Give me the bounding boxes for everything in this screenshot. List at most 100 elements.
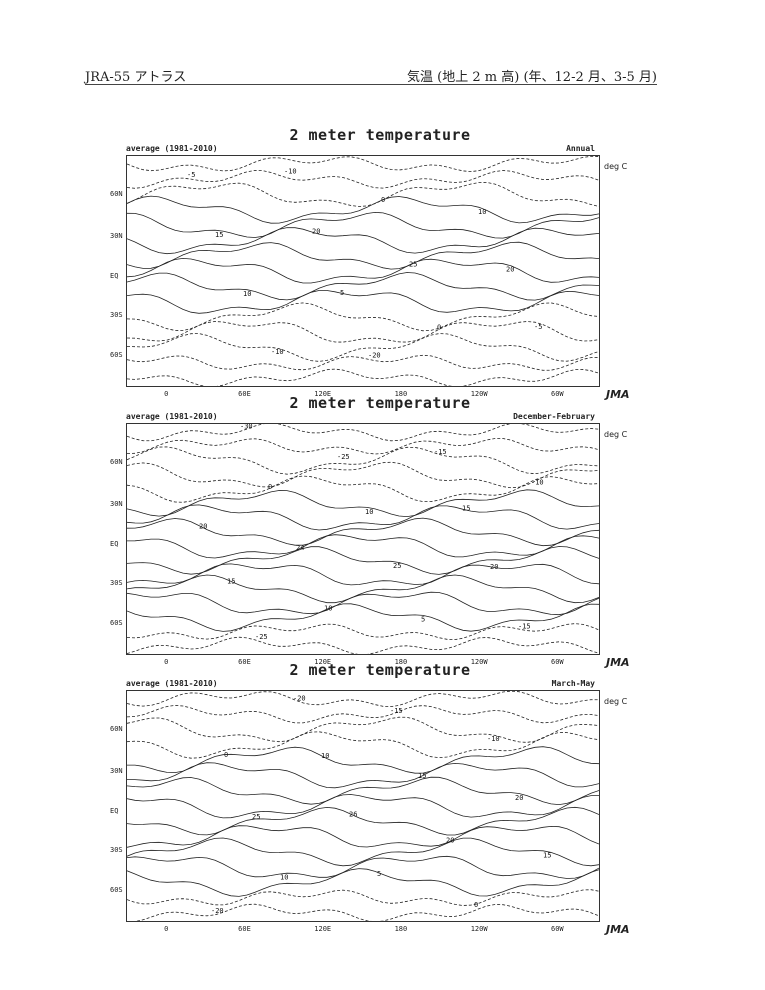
- lon-tick-label: 0: [164, 925, 169, 933]
- contour-line: [127, 534, 599, 559]
- lat-tick-label: 30N: [110, 767, 123, 776]
- contour-map: -20 -15 -10 0 10 15 20 25 26 20 15 10 5 0 -20: [126, 690, 600, 922]
- lon-tick-label: 60W: [551, 390, 564, 398]
- lon-tick-label: 120E: [314, 658, 332, 666]
- contour-label: 15: [543, 852, 551, 860]
- contour-line: [127, 794, 599, 819]
- contour-line: [127, 603, 599, 632]
- contour-label: -15: [390, 707, 403, 715]
- map-panel: 2 meter temperature average (1981-2010) …: [110, 661, 650, 936]
- lon-tick-label: 120E: [314, 925, 332, 933]
- contour-line: [127, 227, 599, 255]
- header-left: JRA-55 アトラス: [85, 70, 187, 85]
- contour-label: 20: [199, 523, 207, 531]
- jma-logo: JMA: [606, 923, 630, 936]
- contour-line: [127, 762, 599, 789]
- contour-line: [127, 776, 599, 806]
- contour-line: [127, 489, 599, 518]
- contour-label: 5: [421, 616, 425, 624]
- contour-label: 10: [321, 752, 329, 760]
- contour-label: 20: [515, 794, 523, 802]
- contour-line: [127, 546, 599, 575]
- contour-label: 0: [474, 901, 478, 909]
- contour-line: [127, 302, 599, 332]
- contour-line: [127, 623, 599, 641]
- contour-label: -10: [487, 735, 500, 743]
- contour-line: [127, 825, 599, 848]
- contour-line: [127, 446, 599, 475]
- contour-line: [127, 333, 599, 362]
- lat-tick-label: EQ: [110, 539, 119, 548]
- contour-label: 10: [365, 508, 373, 516]
- contour-label: 25: [393, 562, 401, 570]
- contour-label: 5: [377, 870, 381, 878]
- lon-tick-label: 120E: [314, 390, 332, 398]
- lon-tick-label: 120W: [470, 390, 488, 398]
- contour-label: -10: [284, 168, 297, 176]
- lat-tick-label: 30S: [110, 579, 123, 588]
- contour-label: 0: [437, 323, 441, 331]
- contour-map: -5 -10 0 10 15 20 25 20 10 5 0 -5 -10 -20 -40: [126, 155, 600, 387]
- contour-label: -15: [434, 448, 447, 456]
- contour-line: [127, 156, 599, 173]
- lat-tick-label: 60S: [110, 618, 123, 627]
- contour-label: 20: [506, 265, 514, 273]
- contour-label: -15: [518, 622, 531, 630]
- contour-label: 15: [215, 231, 223, 239]
- season-label: March-May: [551, 679, 595, 688]
- lat-tick-label: EQ: [110, 271, 119, 280]
- lon-tick-label: 0: [164, 390, 169, 398]
- lat-tick-label: 60N: [110, 725, 123, 734]
- contour-line: [127, 855, 599, 879]
- lat-tick-label: 60S: [110, 350, 123, 359]
- contour-label: 15: [227, 577, 235, 585]
- season-label: December-February: [513, 412, 595, 421]
- lon-tick-label: 0: [164, 658, 169, 666]
- contour-label: -10: [271, 348, 284, 356]
- period-label: average (1981-2010): [126, 412, 218, 421]
- contour-label: 10: [243, 290, 251, 298]
- contour-line: [135, 903, 599, 921]
- contour-label: 0: [268, 483, 272, 491]
- period-label: average (1981-2010): [126, 144, 218, 153]
- unit-label: deg C: [604, 162, 628, 171]
- contour-line: [127, 746, 599, 774]
- contour-line: [127, 169, 599, 189]
- contour-label: 0: [381, 196, 385, 204]
- jma-logo: JMA: [606, 388, 630, 401]
- period-label: average (1981-2010): [126, 679, 218, 688]
- panel-title: 2 meter temperature: [289, 661, 471, 679]
- lon-tick-label: 60E: [238, 658, 251, 666]
- panel-title: 2 meter temperature: [289, 394, 471, 412]
- contour-line: [127, 691, 599, 708]
- lon-tick-label: 60W: [551, 658, 564, 666]
- contour-label: -5: [534, 323, 542, 331]
- contour-label: 25: [409, 260, 417, 268]
- lon-tick-label: 60E: [238, 925, 251, 933]
- contour-line: [127, 563, 599, 586]
- contour-line: [127, 257, 599, 284]
- contour-line: [127, 241, 599, 270]
- lat-tick-label: 30S: [110, 311, 123, 320]
- contour-label: 5: [340, 289, 344, 297]
- lon-tick-label: 180: [394, 925, 408, 933]
- contour-line: [127, 731, 599, 759]
- lon-tick-label: 60E: [238, 390, 251, 398]
- contour-line: [127, 889, 599, 906]
- contour-label: 15: [418, 772, 426, 780]
- contour-label: 15: [462, 505, 470, 513]
- panel-title: 2 meter temperature: [289, 126, 471, 144]
- contour-label: -20: [211, 907, 224, 915]
- contour-line: [127, 354, 599, 371]
- map-panel: 2 meter temperature average (1981-2010) …: [110, 126, 650, 401]
- contour-line: [127, 475, 599, 503]
- contour-label: -10: [531, 478, 544, 486]
- contour-label: 10: [280, 874, 288, 882]
- unit-label: deg C: [604, 430, 628, 439]
- contour-line: [127, 806, 599, 836]
- contour-label: -25: [337, 453, 350, 461]
- contour-line: [127, 321, 599, 343]
- contour-line: [127, 504, 599, 531]
- unit-label: deg C: [604, 697, 628, 706]
- contour-label: 25: [252, 813, 260, 821]
